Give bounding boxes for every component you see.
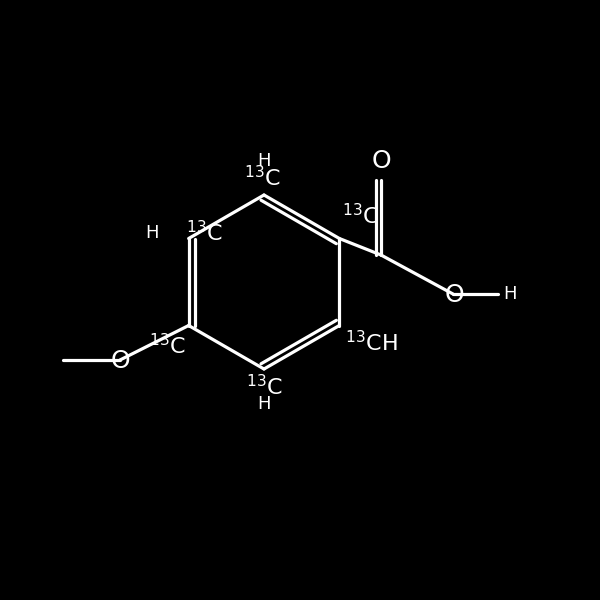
Text: H: H <box>503 285 517 303</box>
Text: O: O <box>445 283 464 307</box>
Text: $^{13}$C: $^{13}$C <box>343 203 379 228</box>
Text: H: H <box>145 224 158 242</box>
Text: $^{13}$C: $^{13}$C <box>244 165 281 190</box>
Text: O: O <box>110 349 130 373</box>
Text: H: H <box>257 152 271 170</box>
Text: $^{13}$C: $^{13}$C <box>185 220 223 245</box>
Text: $^{13}$C: $^{13}$C <box>149 332 185 358</box>
Text: $^{13}$CH: $^{13}$CH <box>346 330 398 355</box>
Text: H: H <box>257 395 271 413</box>
Text: O: O <box>371 149 391 173</box>
Text: $^{13}$C: $^{13}$C <box>245 374 283 399</box>
